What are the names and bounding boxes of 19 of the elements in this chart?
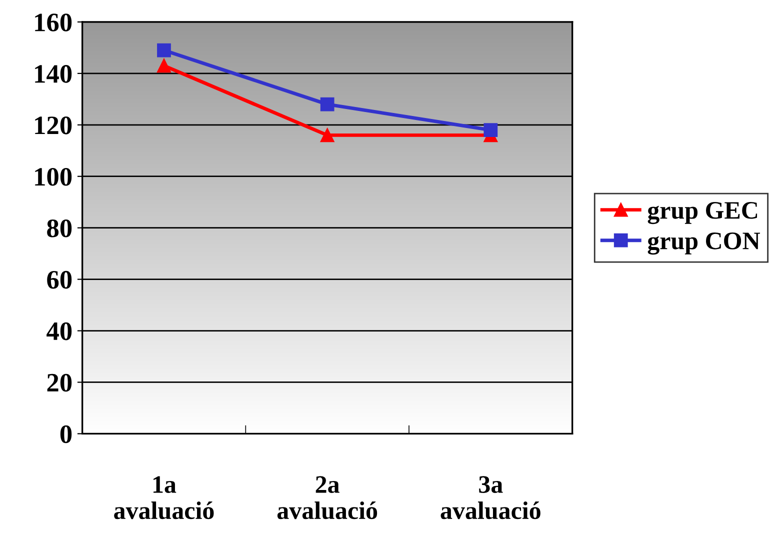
x-tick-label: 1a avaluació xyxy=(114,476,214,520)
y-tick-label: 0 xyxy=(60,425,72,444)
y-tick-label: 60 xyxy=(47,270,72,289)
point xyxy=(157,43,171,58)
point xyxy=(320,128,334,142)
x-tick-label: 3a avaluació xyxy=(440,476,540,520)
y-tick-label: 160 xyxy=(35,14,72,32)
x-tick-label: 2a avaluació xyxy=(277,476,378,520)
y-tick-label: 20 xyxy=(47,374,72,392)
legend-label: grup GEC xyxy=(648,202,758,224)
point xyxy=(320,97,334,112)
y-tick-label: 120 xyxy=(35,116,72,134)
y-tick-label: 100 xyxy=(35,168,72,186)
legend-label: grup CON xyxy=(648,232,760,255)
y-tick-label: 80 xyxy=(47,219,72,238)
y-tick-label: 40 xyxy=(46,322,72,340)
point xyxy=(484,123,498,137)
point xyxy=(157,58,171,73)
y-tick-label: 140 xyxy=(35,65,72,83)
